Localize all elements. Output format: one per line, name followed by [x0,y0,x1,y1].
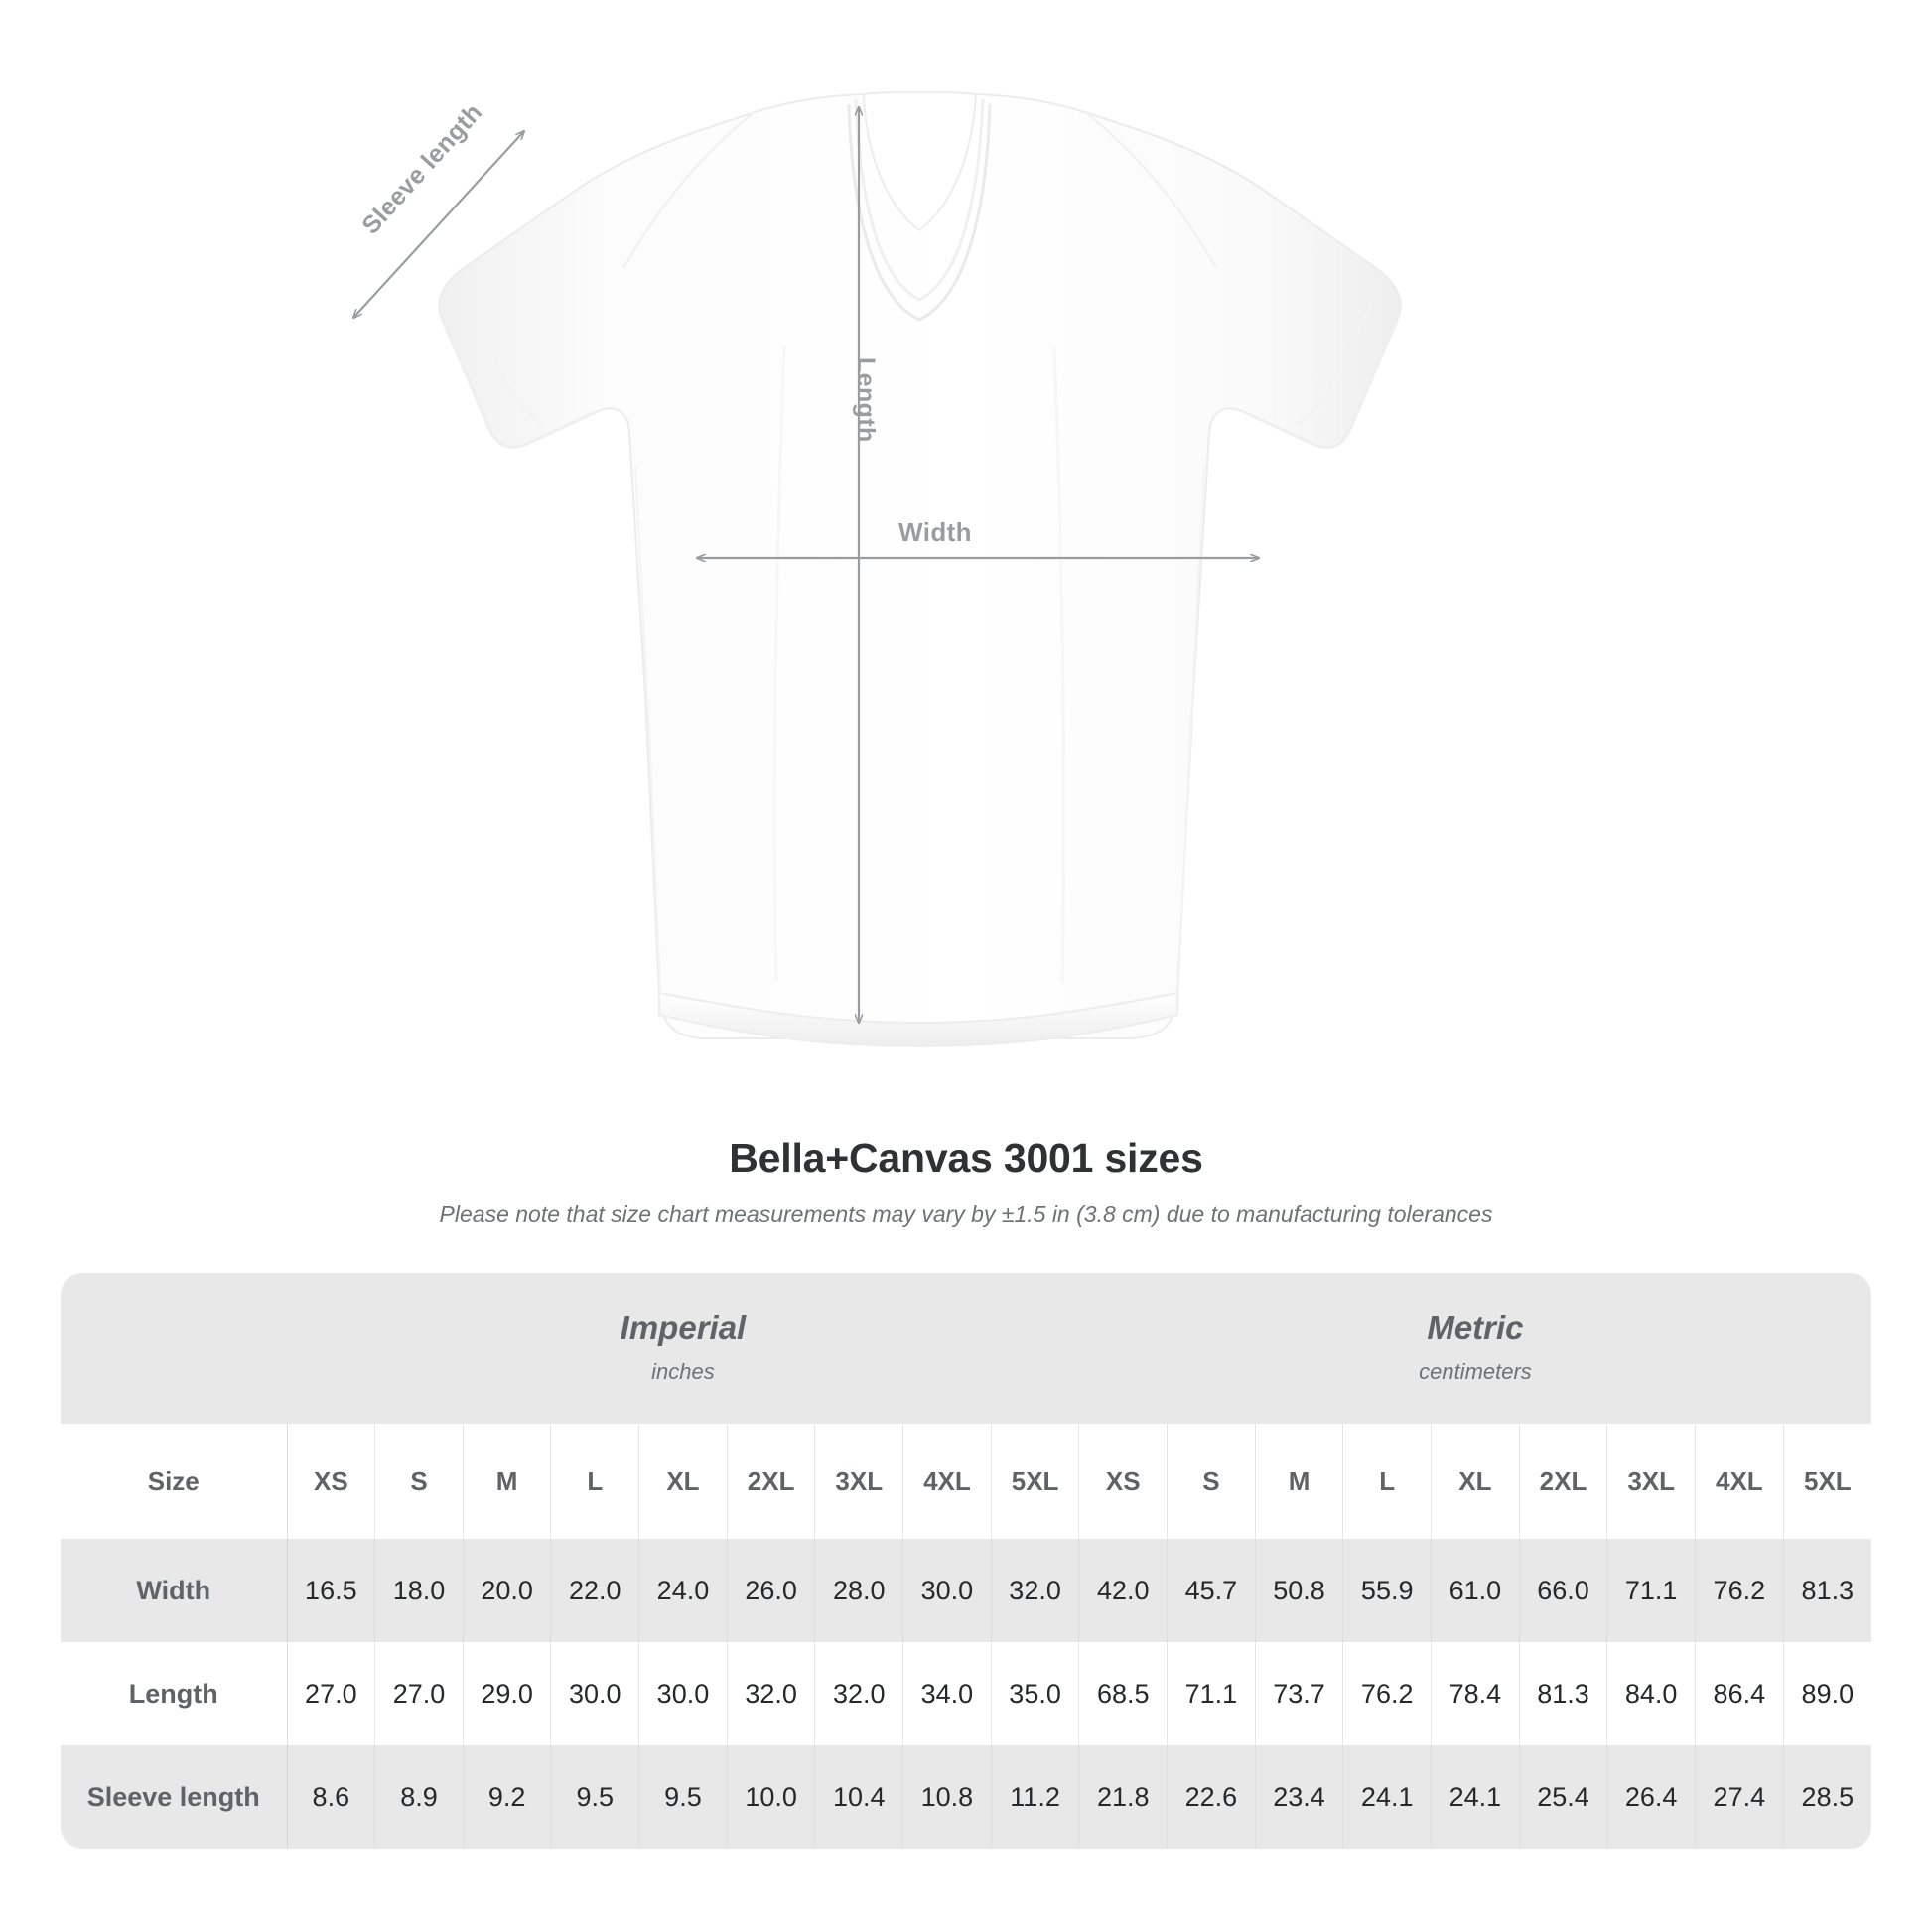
column-header-m: M [1255,1424,1344,1539]
cell-value: 76.2 [1695,1539,1784,1642]
cell-value: 18.0 [374,1539,464,1642]
column-header-4xl: 4XL [1695,1424,1784,1539]
column-header-2xl: 2XL [727,1424,816,1539]
unit-group-subtitle: inches [651,1359,715,1384]
cell-value: 24.1 [1431,1745,1520,1849]
cell-value: 81.3 [1519,1642,1608,1745]
cell-value: 30.0 [902,1539,992,1642]
unit-group-metric: Metric centimeters [1078,1273,1871,1424]
cell-value: 32.0 [814,1642,904,1745]
cell-value: 81.3 [1783,1539,1871,1642]
cell-value: 84.0 [1606,1642,1696,1745]
cell-value: 26.0 [727,1539,816,1642]
column-header-xs: XS [1078,1424,1169,1539]
tshirt-diagram-svg [0,90,1402,1048]
cell-value: 8.9 [374,1745,464,1849]
cell-value: 22.0 [550,1539,640,1642]
cell-value: 9.2 [463,1745,552,1849]
size-chart-table: Imperial inches Metric centimeters Size XS S M L… [61,1273,1871,1849]
cell-value: 32.0 [727,1642,816,1745]
size-header-label: Size [61,1424,288,1539]
column-header-l: L [1342,1424,1433,1539]
column-header-3xl: 3XL [1606,1424,1696,1539]
cell-value: 45.7 [1167,1539,1256,1642]
cell-value: 55.9 [1342,1539,1433,1642]
row-label-length: Length [61,1642,288,1745]
cell-value: 50.8 [1255,1539,1344,1642]
cell-value: 21.8 [1078,1745,1169,1849]
cell-value: 68.5 [1078,1642,1169,1745]
table-row: Sleeve length 8.6 8.9 9.2 9.5 9.5 10.0 10.4 10.8… [61,1745,1871,1849]
cell-value: 8.6 [287,1745,376,1849]
unit-group-name: Imperial [620,1310,747,1346]
cell-value: 30.0 [550,1642,640,1745]
cell-value: 23.4 [1255,1745,1344,1849]
table-row: Width 16.5 18.0 20.0 22.0 24.0 26.0 28.0 30.0 32.… [61,1539,1871,1642]
sleeve-length-dimension-arrow [353,131,524,318]
cell-value: 9.5 [550,1745,640,1849]
size-chart-container: Imperial inches Metric centimeters Size XS S M L… [61,1273,1871,1849]
column-header-s: S [374,1424,464,1539]
tolerance-note: Please note that size chart measurements… [439,1201,1493,1227]
cell-value: 73.7 [1255,1642,1344,1745]
cell-value: 32.0 [991,1539,1080,1642]
tshirt-body-shape [438,90,1402,1048]
column-header-m: M [463,1424,552,1539]
cell-value: 11.2 [991,1745,1080,1849]
row-label-width: Width [61,1539,288,1642]
cell-value: 61.0 [1431,1539,1520,1642]
cell-value: 29.0 [463,1642,552,1745]
cell-value: 26.4 [1606,1745,1696,1849]
cell-value: 10.8 [902,1745,992,1849]
cell-value: 42.0 [1078,1539,1169,1642]
column-header-s: S [1167,1424,1256,1539]
cell-value: 30.0 [638,1642,728,1745]
column-header-3xl: 3XL [814,1424,904,1539]
column-header-xl: XL [1431,1424,1520,1539]
cell-value: 9.5 [638,1745,728,1849]
cell-value: 10.0 [727,1745,816,1849]
cell-value: 22.6 [1167,1745,1256,1849]
unit-group-name: Metric [1427,1310,1524,1346]
column-header-4xl: 4XL [902,1424,992,1539]
title-block: Bella+Canvas 3001 sizes Please note that… [0,1132,1932,1229]
column-header-xl: XL [638,1424,728,1539]
column-header-l: L [550,1424,640,1539]
column-header-xs: XS [287,1424,376,1539]
cell-value: 34.0 [902,1642,992,1745]
width-label: Width [898,517,972,547]
column-header-2xl: 2XL [1519,1424,1608,1539]
cell-value: 86.4 [1695,1642,1784,1745]
row-label-sleeve-length: Sleeve length [61,1745,288,1849]
cell-value: 28.0 [814,1539,904,1642]
length-label: Length [852,357,880,443]
cell-value: 78.4 [1431,1642,1520,1745]
unit-group-imperial: Imperial inches [287,1273,1079,1424]
cell-value: 27.4 [1695,1745,1784,1849]
cell-value: 27.0 [374,1642,464,1745]
column-header-5xl: 5XL [991,1424,1080,1539]
cell-value: 20.0 [463,1539,552,1642]
tshirt-measurement-illustration: Sleeve length Length Width [0,90,1402,1048]
cell-value: 76.2 [1342,1642,1433,1745]
cell-value: 71.1 [1167,1642,1256,1745]
cell-value: 25.4 [1519,1745,1608,1849]
cell-value: 27.0 [287,1642,376,1745]
cell-value: 89.0 [1783,1642,1871,1745]
cell-value: 66.0 [1519,1539,1608,1642]
cell-value: 71.1 [1606,1539,1696,1642]
column-header-5xl: 5XL [1783,1424,1871,1539]
unit-header-row: Imperial inches Metric centimeters [61,1273,1871,1424]
size-header-row: Size XS S M L XL 2XL 3XL 4XL 5XL XS S M L XL 2XL 3XL 4XL 5… [61,1424,1871,1539]
cell-value: 28.5 [1783,1745,1871,1849]
cell-value: 35.0 [991,1642,1080,1745]
page-title: Bella+Canvas 3001 sizes [729,1135,1203,1180]
cell-value: 24.1 [1342,1745,1433,1849]
cell-value: 24.0 [638,1539,728,1642]
cell-value: 16.5 [287,1539,376,1642]
unit-header-spacer [61,1273,287,1424]
unit-group-subtitle: centimeters [1419,1359,1532,1384]
cell-value: 10.4 [814,1745,904,1849]
table-row: Length 27.0 27.0 29.0 30.0 30.0 32.0 32.0 34.0 35… [61,1642,1871,1745]
